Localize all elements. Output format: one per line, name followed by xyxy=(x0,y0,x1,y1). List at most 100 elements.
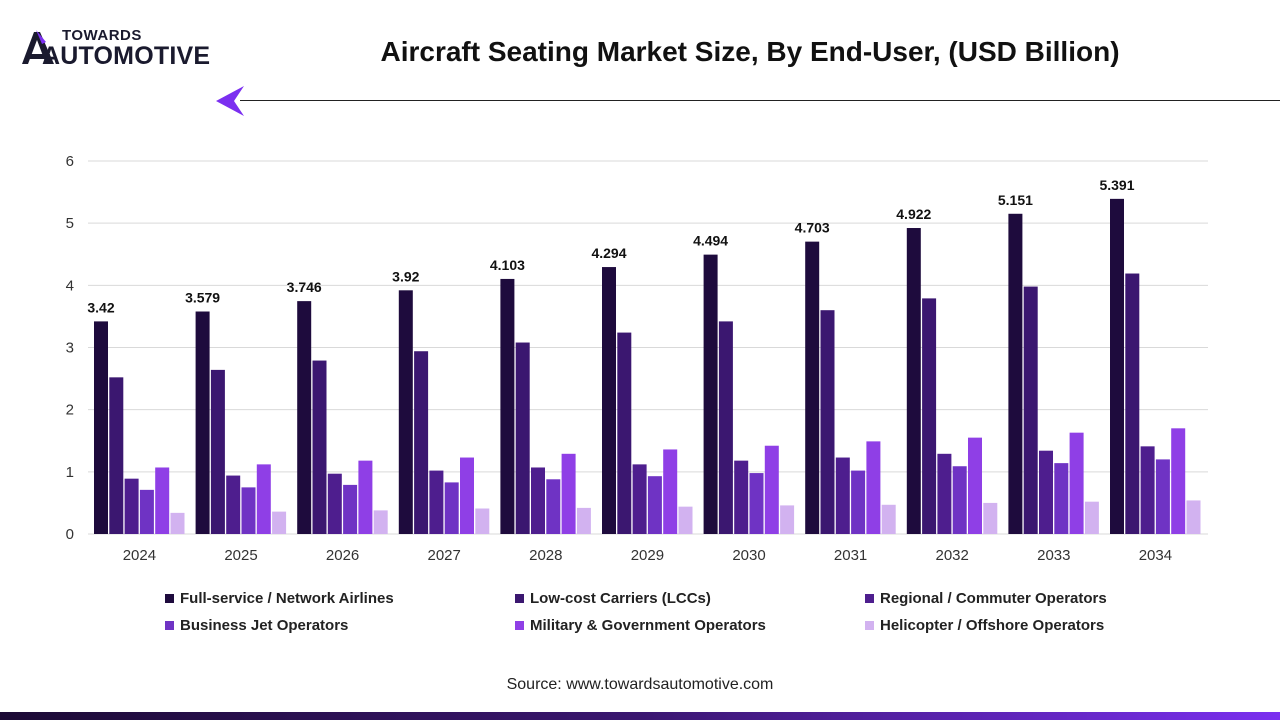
y-tick-label: 5 xyxy=(66,215,74,232)
data-label: 4.294 xyxy=(591,245,626,261)
bar xyxy=(1023,286,1038,534)
x-tick-label: 2032 xyxy=(936,547,969,564)
data-label: 3.746 xyxy=(287,279,322,295)
bar xyxy=(805,241,820,534)
y-tick-label: 3 xyxy=(66,340,74,357)
bar xyxy=(94,321,108,534)
x-tick-label: 2033 xyxy=(1037,547,1070,564)
bar xyxy=(531,467,545,534)
bar xyxy=(937,453,952,534)
bar xyxy=(1186,500,1201,534)
bar xyxy=(241,487,256,534)
bar xyxy=(1054,463,1069,534)
bar xyxy=(500,278,515,534)
bar xyxy=(226,475,241,534)
brand-logo: TOWARDS AUTOMOTIVE xyxy=(20,24,240,72)
legend-label: Low-cost Carriers (LCCs) xyxy=(530,590,711,607)
bar xyxy=(749,473,764,534)
bar xyxy=(866,441,881,534)
bar xyxy=(1140,446,1155,534)
header-divider xyxy=(240,100,1280,101)
bar xyxy=(1084,501,1099,534)
bar xyxy=(1125,273,1140,534)
data-label: 4.103 xyxy=(490,257,525,273)
bar xyxy=(734,460,749,534)
bar xyxy=(1069,432,1084,534)
bar xyxy=(373,510,388,534)
source-caption: Source: www.towardsautomotive.com xyxy=(506,676,774,693)
x-tick-label: 2034 xyxy=(1139,547,1172,564)
bar xyxy=(256,464,271,534)
bar xyxy=(602,267,616,534)
bar xyxy=(444,482,459,534)
data-label: 4.703 xyxy=(795,220,830,236)
bar xyxy=(561,453,576,534)
bar xyxy=(764,445,779,534)
arrow-left-icon xyxy=(216,86,244,116)
data-label: 3.42 xyxy=(87,299,114,315)
bar-chart: 0 1 2 3 4 5 6 3.42 3.579 3.746 3.92 4.103 4.294 4.49… xyxy=(66,153,1208,564)
legend-item: Low-cost Carriers (LCCs) xyxy=(515,590,711,607)
footer-bar xyxy=(0,712,1280,720)
x-tick-label: 2030 xyxy=(732,547,765,564)
legend-label: Business Jet Operators xyxy=(180,617,349,634)
legend-swatch xyxy=(865,621,874,630)
bar xyxy=(780,505,795,534)
bar xyxy=(952,466,967,534)
bar xyxy=(124,478,139,534)
x-tick-label: 2029 xyxy=(631,547,664,564)
bar xyxy=(297,301,312,534)
bar xyxy=(515,342,530,534)
bar xyxy=(170,512,185,534)
bar xyxy=(576,507,591,534)
bar xyxy=(881,504,896,534)
y-tick-label: 4 xyxy=(66,277,74,294)
legend-label: Helicopter / Offshore Operators xyxy=(880,617,1105,634)
data-label: 3.579 xyxy=(185,290,220,306)
y-tick-label: 6 xyxy=(66,153,74,170)
bar xyxy=(155,467,170,534)
legend-item: Business Jet Operators xyxy=(165,617,348,634)
bar xyxy=(983,502,998,534)
bar xyxy=(546,479,561,534)
bar xyxy=(358,460,373,534)
x-tick-label: 2027 xyxy=(428,547,461,564)
bar xyxy=(210,369,225,534)
bar xyxy=(272,511,287,534)
bar xyxy=(139,489,154,534)
bar xyxy=(632,464,647,534)
brand-line2: AUTOMOTIVE xyxy=(42,42,211,70)
legend-swatch xyxy=(865,594,874,603)
legend-swatch xyxy=(515,621,524,630)
bar xyxy=(195,311,210,534)
bar xyxy=(398,290,413,534)
x-tick-label: 2026 xyxy=(326,547,359,564)
legend-swatch xyxy=(165,621,174,630)
data-label: 3.92 xyxy=(392,268,419,284)
bar xyxy=(1110,198,1124,534)
y-axis-ticks: 0 1 2 3 4 5 6 xyxy=(66,153,74,543)
legend-item: Helicopter / Offshore Operators xyxy=(865,617,1104,634)
bar xyxy=(429,470,444,534)
bar xyxy=(851,470,866,534)
bar xyxy=(835,457,850,534)
x-tick-label: 2031 xyxy=(834,547,867,564)
data-label: 5.151 xyxy=(998,192,1033,208)
bar xyxy=(1155,459,1170,534)
y-tick-label: 1 xyxy=(66,464,74,481)
data-label: 4.922 xyxy=(896,206,931,222)
bar xyxy=(1008,213,1023,534)
bar xyxy=(1039,450,1053,534)
bar xyxy=(647,476,662,534)
y-tick-label: 2 xyxy=(66,402,74,419)
x-tick-label: 2024 xyxy=(123,547,156,564)
legend-item: Regional / Commuter Operators xyxy=(865,590,1107,607)
x-tick-label: 2025 xyxy=(224,547,257,564)
legend-swatch xyxy=(165,594,174,603)
legend-swatch xyxy=(515,594,524,603)
bar xyxy=(414,351,429,534)
bar xyxy=(1171,428,1186,534)
bar xyxy=(820,310,835,534)
bar xyxy=(678,506,693,534)
legend-label: Military & Government Operators xyxy=(530,617,766,634)
